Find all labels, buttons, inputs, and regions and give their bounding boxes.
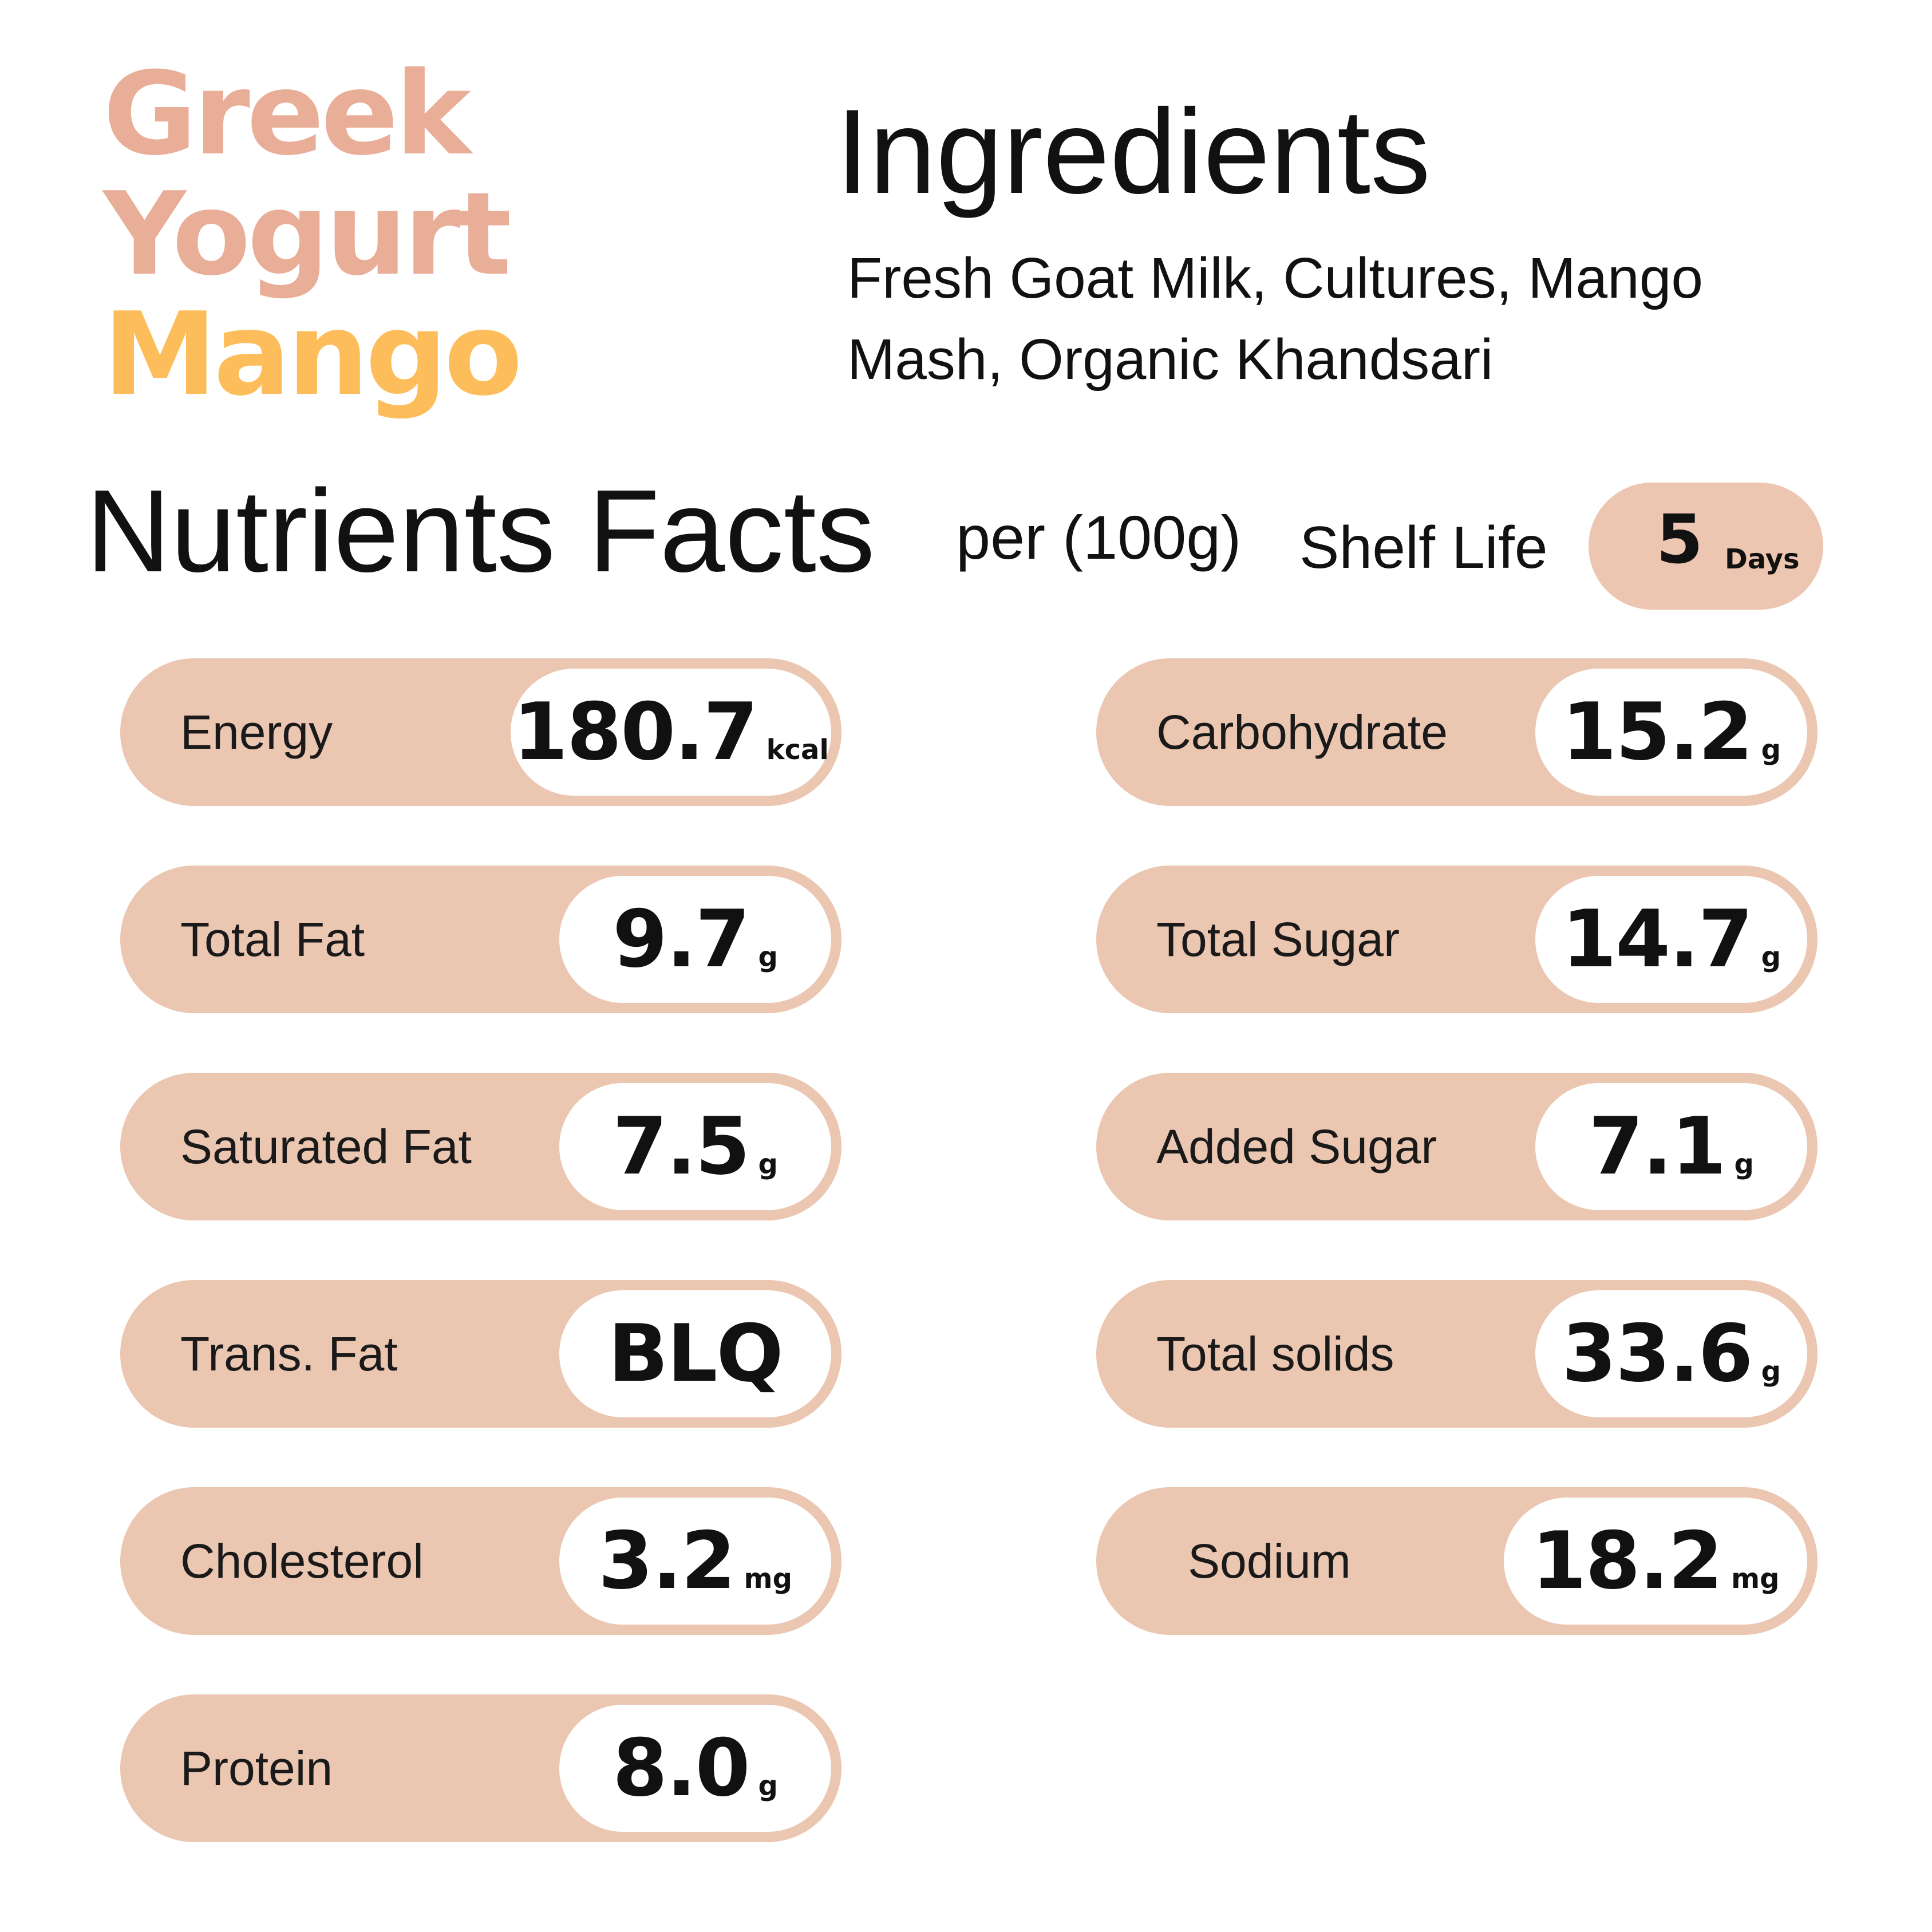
- nutrient-unit: mg: [744, 1563, 792, 1595]
- ingredients-heading: Ingredients: [836, 84, 1431, 219]
- nutrient-label: Cholesterol: [180, 1534, 424, 1588]
- nutrient-pill-total-solids: Total solids 33.6 g: [1096, 1280, 1818, 1428]
- nutrient-value-box: 15.2 g: [1535, 669, 1807, 796]
- nutrient-pill-energy: Energy 180.7 kcal: [120, 658, 841, 806]
- nutrient-pill-total-sugar: Total Sugar 14.7 g: [1096, 866, 1818, 1013]
- nutrient-value: 7.1: [1589, 1100, 1726, 1192]
- nutrient-label: Total solids: [1156, 1326, 1394, 1381]
- nutrient-value: 3.2: [598, 1515, 736, 1607]
- nutrient-label: Trans. Fat: [180, 1326, 398, 1381]
- nutrient-pill-trans-fat: Trans. Fat BLQ: [120, 1280, 841, 1428]
- serving-size-label: per (100g): [956, 503, 1242, 572]
- nutrient-value-box: 7.1 g: [1535, 1083, 1807, 1210]
- nutrient-pill-sodium: Sodium 18.2 mg: [1096, 1487, 1818, 1635]
- nutrient-pill-added-sugar: Added Sugar 7.1 g: [1096, 1073, 1818, 1220]
- nutrient-pill-cholesterol: Cholesterol 3.2 mg: [120, 1487, 841, 1635]
- nutrient-unit: g: [1734, 1148, 1754, 1180]
- nutrient-label: Sodium: [1188, 1534, 1351, 1588]
- product-title-line-2: Yogurt: [103, 168, 512, 301]
- shelf-life-label: Shelf Life: [1299, 515, 1548, 581]
- nutrient-value: 33.6: [1562, 1307, 1753, 1400]
- nutrient-value-box: 33.6 g: [1535, 1290, 1807, 1417]
- nutrient-label: Energy: [180, 705, 333, 759]
- product-title-flavor: Mango: [103, 288, 523, 421]
- nutrient-value: 180.7: [513, 686, 758, 778]
- shelf-life-badge: 5 Days: [1589, 483, 1823, 610]
- nutrient-label: Total Sugar: [1156, 912, 1400, 966]
- nutrient-pill-saturated-fat: Saturated Fat 7.5 g: [120, 1073, 841, 1220]
- nutrient-value: 8.0: [613, 1722, 750, 1814]
- nutrient-pill-total-fat: Total Fat 9.7 g: [120, 866, 841, 1013]
- nutrient-value-box: BLQ: [559, 1290, 831, 1417]
- nutrient-label: Total Fat: [180, 912, 365, 966]
- nutrient-value-box: 8.0 g: [559, 1705, 831, 1832]
- shelf-life-unit: Days: [1725, 543, 1800, 575]
- nutrient-value-box: 3.2 mg: [559, 1498, 831, 1625]
- nutrient-value: BLQ: [608, 1307, 783, 1400]
- nutrient-label: Added Sugar: [1156, 1119, 1437, 1174]
- nutrient-value-box: 14.7 g: [1535, 876, 1807, 1003]
- nutrient-value-box: 7.5 g: [559, 1083, 831, 1210]
- shelf-life-value: 5: [1656, 500, 1704, 579]
- nutrient-label: Protein: [180, 1741, 333, 1795]
- nutrient-unit: g: [1761, 941, 1781, 973]
- nutrient-value-box: 9.7 g: [559, 876, 831, 1003]
- product-title-line-1: Greek: [103, 48, 471, 181]
- nutrients-heading: Nutrients Facts: [86, 465, 875, 596]
- nutrient-pill-carbohydrate: Carbohydrate 15.2 g: [1096, 658, 1818, 806]
- nutrient-value: 18.2: [1531, 1515, 1723, 1607]
- nutrient-unit: kcal: [766, 734, 829, 766]
- nutrient-unit: g: [758, 1770, 778, 1802]
- nutrient-unit: g: [758, 1148, 778, 1180]
- nutrient-unit: mg: [1731, 1563, 1780, 1595]
- nutrient-value: 15.2: [1562, 686, 1753, 778]
- nutrient-pill-protein: Protein 8.0 g: [120, 1694, 841, 1842]
- nutrient-value: 7.5: [613, 1100, 750, 1192]
- nutrient-value: 9.7: [613, 893, 750, 985]
- nutrient-unit: g: [758, 941, 778, 973]
- ingredients-list: Fresh Goat Milk, Cultures, Mango Mash, O…: [847, 246, 1703, 392]
- nutrient-value-box: 18.2 mg: [1504, 1498, 1807, 1625]
- nutrient-label: Saturated Fat: [180, 1119, 472, 1174]
- nutrient-unit: g: [1761, 1356, 1781, 1388]
- nutrient-label: Carbohydrate: [1156, 705, 1448, 759]
- nutrient-value-box: 180.7 kcal: [511, 669, 831, 796]
- nutrient-value: 14.7: [1562, 893, 1753, 985]
- nutrient-unit: g: [1761, 734, 1781, 766]
